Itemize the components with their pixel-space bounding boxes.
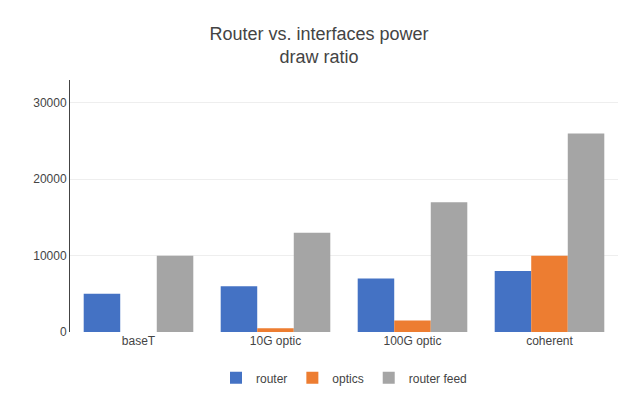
svg-text:router feed: router feed [409, 372, 467, 386]
svg-text:baseT: baseT [122, 334, 156, 348]
svg-text:optics: optics [332, 372, 363, 386]
svg-text:30000: 30000 [33, 96, 67, 110]
svg-text:0: 0 [60, 325, 67, 339]
svg-text:20000: 20000 [33, 172, 67, 186]
svg-text:Router vs. interfaces powerdra: Router vs. interfaces powerdraw ratio [209, 24, 428, 67]
svg-text:coherent: coherent [526, 334, 573, 348]
svg-text:router: router [256, 372, 287, 386]
svg-text:100G optic: 100G optic [383, 334, 441, 348]
svg-text:10G optic: 10G optic [250, 334, 301, 348]
svg-text:10000: 10000 [33, 249, 67, 263]
